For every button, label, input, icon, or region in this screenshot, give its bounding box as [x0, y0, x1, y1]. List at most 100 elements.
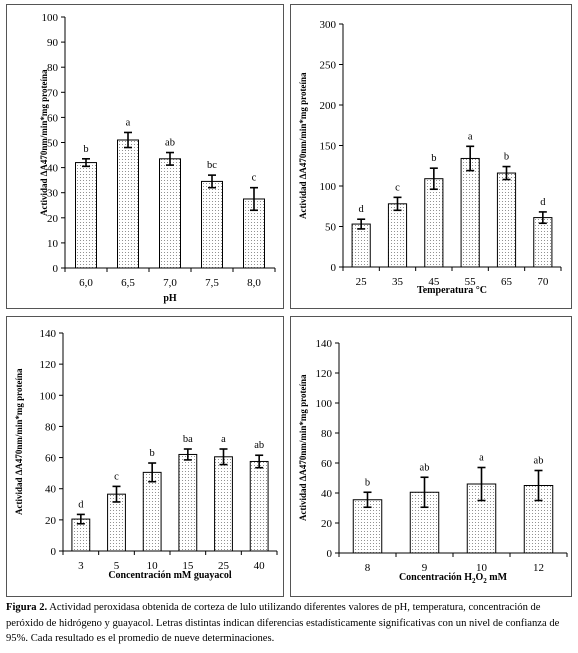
y-tick-label: 80: [45, 421, 57, 433]
y-tick-label: 250: [320, 60, 337, 72]
chart-h2o2-xlabel-mid: O: [475, 572, 484, 583]
y-tick-label: 100: [40, 390, 57, 402]
bar: [159, 158, 181, 269]
chart-ph-xlabel: pH: [163, 293, 177, 304]
chart-h2o2-xlabel-post: mM: [486, 572, 508, 583]
y-tick-label: 200: [320, 100, 337, 112]
significance-letter: c: [114, 471, 119, 482]
y-tick-label: 40: [45, 484, 57, 496]
y-tick-label: 0: [327, 548, 333, 560]
bar: [352, 499, 383, 554]
significance-letter: d: [78, 499, 84, 510]
y-tick-label: 0: [53, 263, 59, 275]
x-tick-label: 12: [533, 562, 544, 574]
x-tick-label: 9: [422, 562, 428, 574]
significance-letter: ab: [420, 462, 430, 473]
significance-letter: d: [359, 204, 365, 215]
x-tick-label: 7,0: [163, 277, 177, 289]
y-tick-label: 100: [320, 181, 337, 193]
significance-letter: b: [83, 144, 88, 155]
y-tick-label: 30: [47, 188, 59, 200]
bar: [201, 180, 223, 269]
x-tick-label: 8: [365, 562, 371, 574]
significance-letter: c: [252, 173, 257, 184]
chart-h2o2-xlabel-sub2: 2: [483, 577, 487, 585]
bar: [249, 460, 269, 552]
significance-letter: a: [479, 453, 484, 464]
bar: [142, 471, 162, 552]
significance-letter: c: [395, 182, 400, 193]
y-tick-label: 40: [321, 488, 333, 500]
x-tick-label: 25: [218, 560, 230, 572]
x-tick-label: 70: [537, 276, 549, 288]
chart-temperature-svg: 0 50 100 150 200 250 300 d 25 c 35 b 45 a 55 b 65 d 70: [320, 19, 562, 288]
chart-h2o2-xlabel-sub1: 2: [471, 577, 476, 585]
y-tick-label: 140: [316, 338, 333, 350]
x-tick-label: 65: [501, 276, 513, 288]
bar: [533, 217, 553, 268]
significance-letter: bc: [207, 160, 217, 171]
y-tick-label: 150: [320, 141, 337, 153]
significance-letter: ab: [254, 440, 264, 451]
y-tick-label: 0: [51, 546, 57, 558]
significance-letter: b: [431, 153, 436, 164]
y-tick-label: 300: [320, 19, 337, 31]
x-tick-label: 15: [182, 560, 194, 572]
y-tick-label: 20: [45, 515, 57, 527]
y-tick-label: 100: [42, 12, 59, 24]
x-tick-label: 8,0: [247, 277, 261, 289]
y-tick-label: 120: [316, 368, 333, 380]
y-tick-label: 60: [321, 458, 333, 470]
y-tick-label: 0: [331, 262, 337, 274]
y-tick-label: 80: [47, 62, 59, 74]
chart-h2o2-xlabel: Concentración H2O2 mM: [339, 572, 567, 585]
y-tick-label: 50: [325, 222, 337, 234]
significance-letter: b: [150, 448, 155, 459]
y-tick-label: 100: [316, 398, 333, 410]
y-tick-label: 60: [45, 453, 57, 465]
bar: [496, 172, 517, 268]
y-tick-label: 120: [40, 359, 57, 371]
significance-letter: b: [504, 152, 509, 163]
chart-panel-temperature: 0 50 100 150 200 250 300 d 25 c 35 b 45 a 55 b 65 d 70 Act…: [290, 4, 572, 309]
y-tick-label: 60: [47, 112, 59, 124]
bar: [424, 178, 444, 268]
chart-panel-guayacol: 0 20 40 60 80 100 120 140 d 3 c 5 b 10 ba 15 a 25 ab 40 Act…: [6, 316, 284, 597]
significance-letter: a: [221, 434, 226, 445]
chart-ph-svg: 0 10 20 30 40 50 60 70 80 90 100 b 6,0 a 6,5 ab 7,0 bc 7,5…: [42, 12, 276, 289]
significance-letter: ab: [165, 138, 175, 149]
x-tick-label: 40: [254, 560, 266, 572]
chart-h2o2-svg: 0 20 40 60 80 100 120 140 b 8 ab 9 a 10 ab 12: [316, 338, 568, 574]
y-tick-label: 20: [47, 213, 59, 225]
significance-letter: d: [540, 197, 546, 208]
bar: [387, 203, 408, 268]
chart-guayacol-svg: 0 20 40 60 80 100 120 140 d 3 c 5 b 10 ba 15 a 25 ab 40: [40, 328, 278, 572]
y-tick-label: 90: [47, 37, 59, 49]
y-tick-label: 140: [40, 328, 57, 340]
x-tick-label: 25: [356, 276, 368, 288]
x-tick-label: 7,5: [205, 277, 219, 289]
x-tick-label: 55: [465, 276, 477, 288]
significance-letter: a: [468, 131, 473, 142]
chart-temperature-ylabel: Actividad ΔA470nm/min*mg proteína: [298, 72, 308, 219]
chart-ph-ylabel: Actividad ΔA470nm/min*mg proteína: [39, 69, 49, 216]
x-tick-label: 6,0: [79, 277, 93, 289]
y-tick-label: 80: [321, 428, 333, 440]
x-tick-label: 10: [476, 562, 488, 574]
y-tick-label: 50: [47, 138, 59, 150]
x-tick-label: 45: [428, 276, 440, 288]
chart-h2o2-ylabel: Actividad ΔA470nm/min*mg proteína: [298, 374, 308, 522]
significance-letter: ba: [183, 434, 193, 445]
bar: [75, 162, 97, 269]
x-tick-label: 5: [114, 560, 120, 572]
chart-guayacol-xlabel: Concentración mM guayacol: [108, 570, 232, 581]
chart-guayacol-ylabel: Actividad ΔA470nm/min*mg proteína: [14, 368, 24, 516]
caption-text: Actividad peroxidasa obtenida de corteza…: [6, 602, 560, 644]
chart-temperature-xlabel: Temperatura °C: [416, 285, 487, 296]
x-tick-label: 35: [392, 276, 404, 288]
bar: [214, 456, 233, 552]
significance-letter: a: [126, 117, 131, 128]
caption-label: Figura 2.: [6, 602, 48, 613]
y-tick-label: 70: [47, 87, 59, 99]
y-tick-label: 10: [47, 238, 59, 250]
